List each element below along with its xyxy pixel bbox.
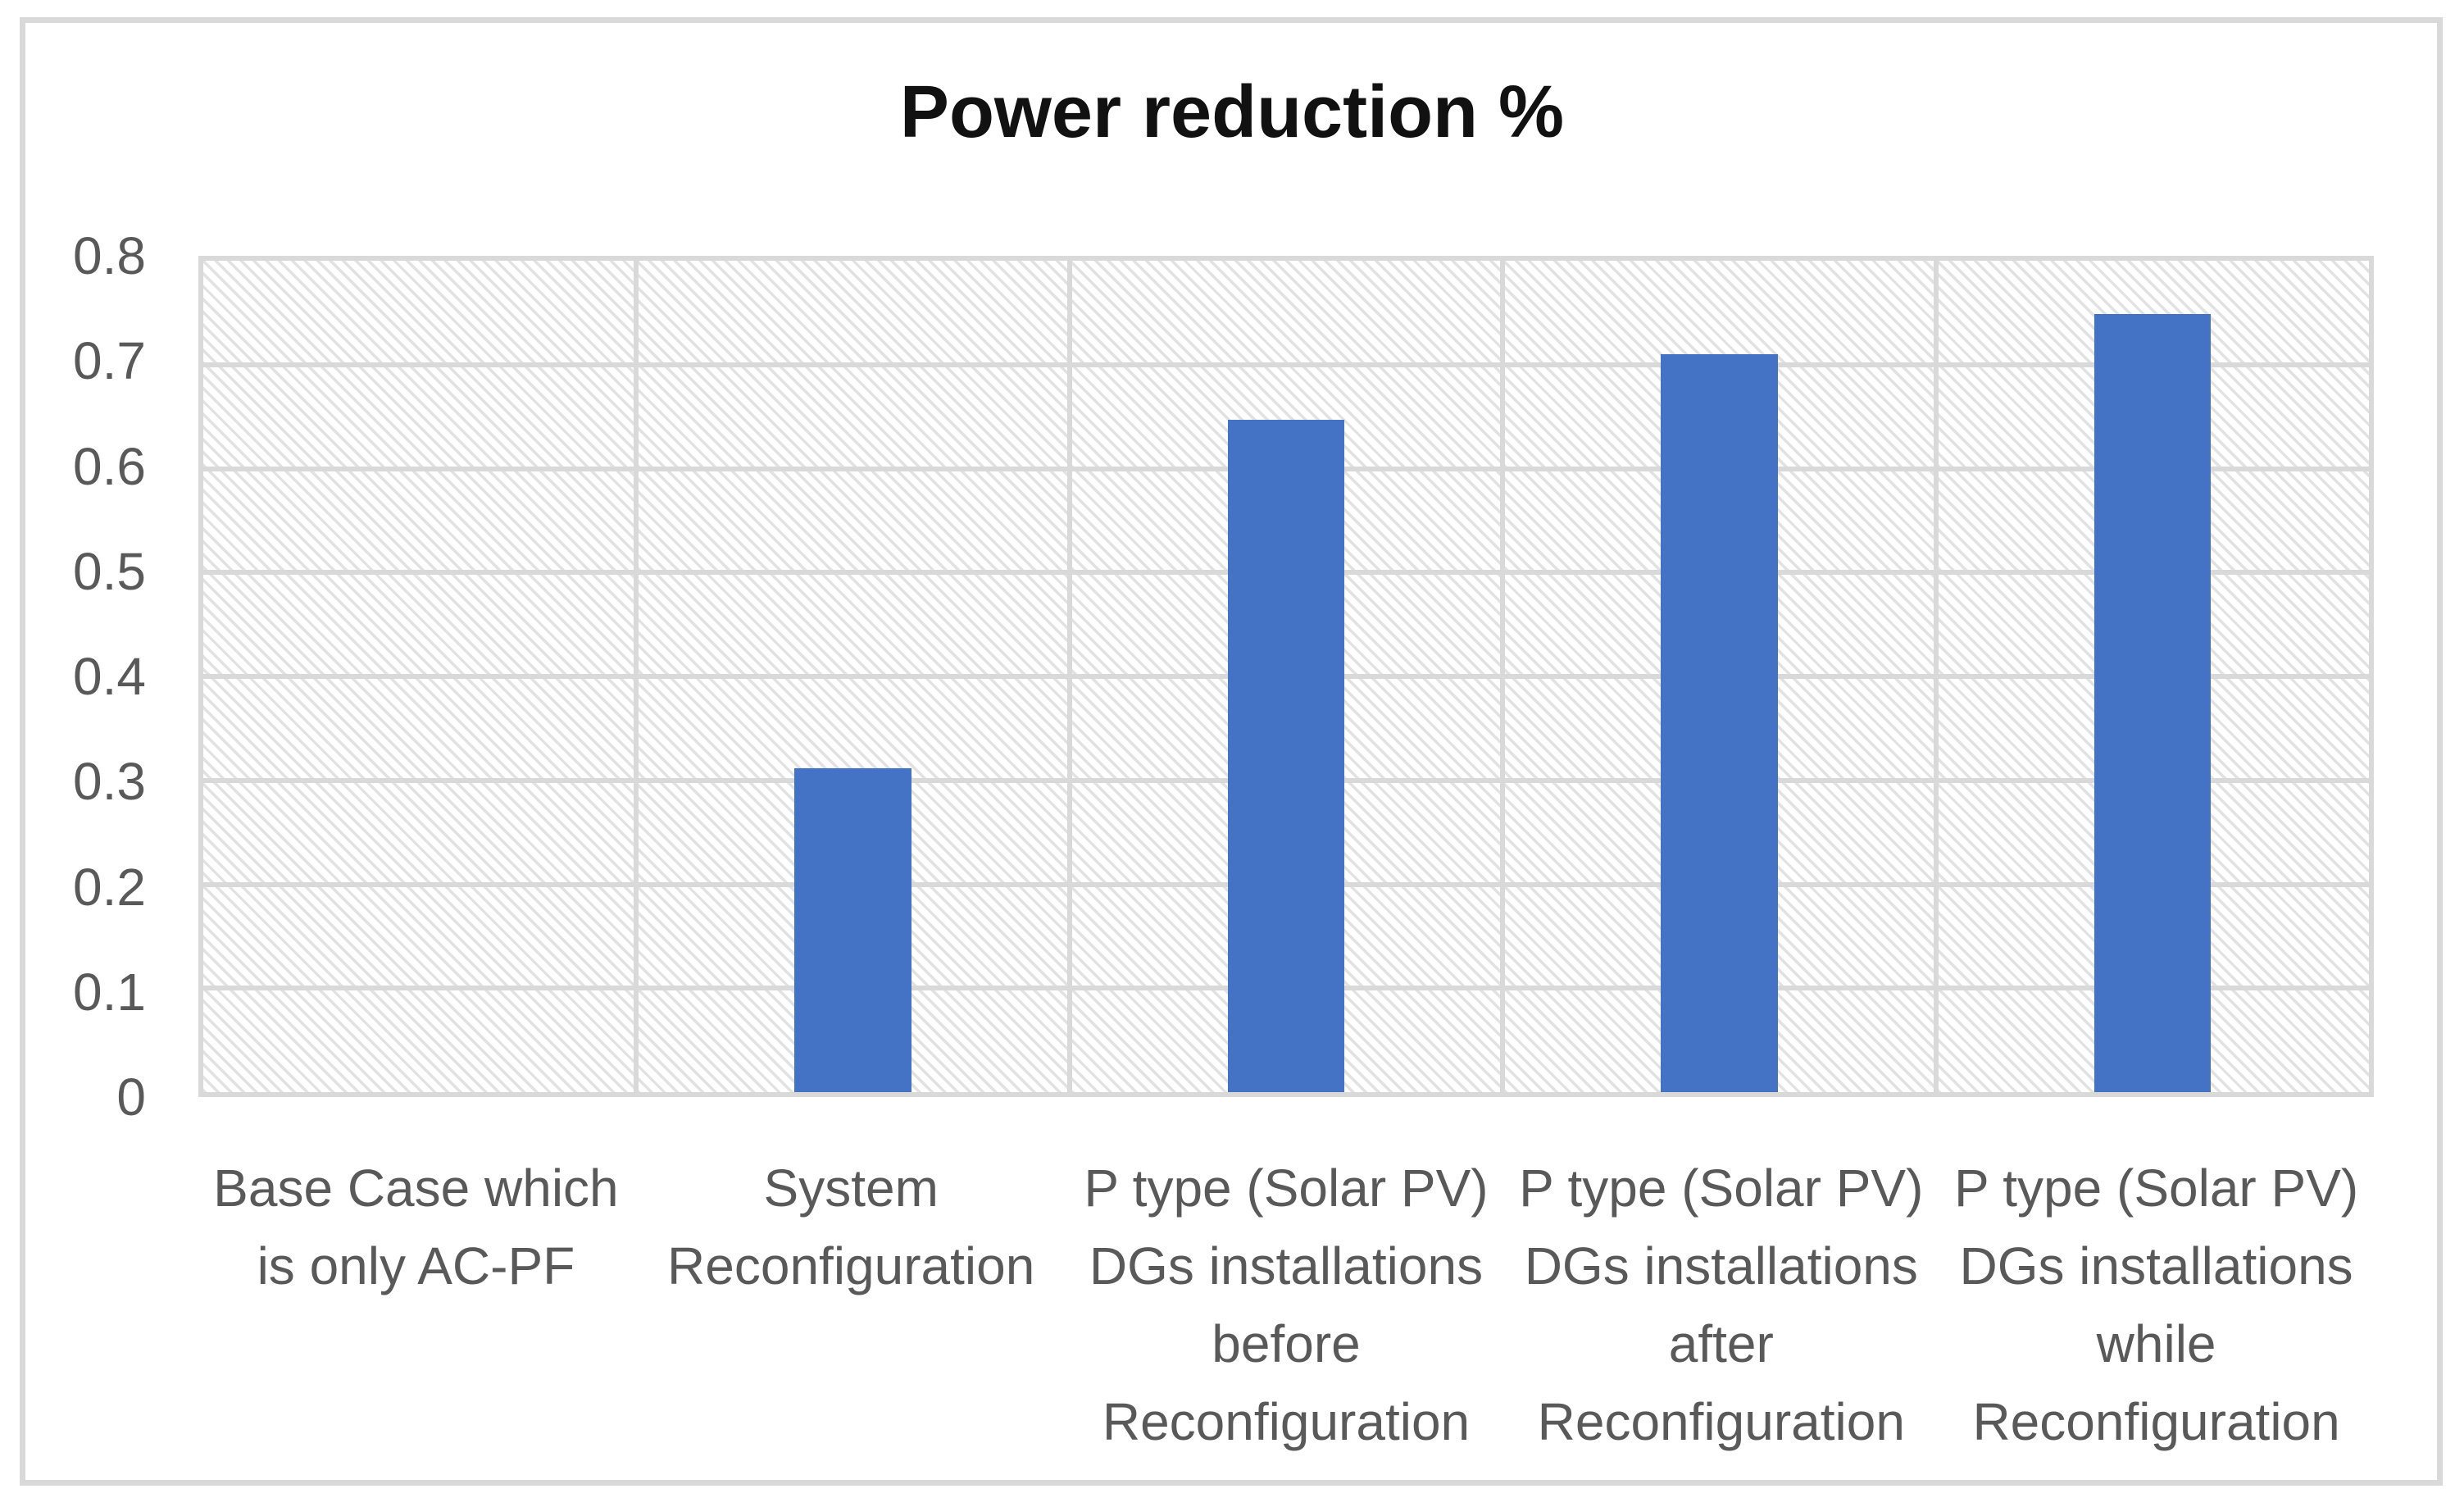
chart-title: Power reduction % bbox=[899, 71, 1565, 153]
y-tick-label: 0.2 bbox=[73, 857, 146, 917]
bar-category-2 bbox=[794, 767, 911, 1092]
gridline-vertical bbox=[1066, 261, 1072, 1092]
y-tick-label: 0.1 bbox=[73, 962, 146, 1022]
y-tick-label: 0.4 bbox=[73, 647, 146, 706]
x-category-label-3: P type (Solar PV) DGs installations befo… bbox=[1069, 1150, 1504, 1461]
x-category-label-2: System Reconfiguration bbox=[634, 1150, 1069, 1305]
x-category-label-1: Base Case which is only AC-PF bbox=[198, 1150, 634, 1305]
gridline-horizontal bbox=[203, 362, 2369, 367]
x-category-label-text: P type (Solar PV) DGs installations afte… bbox=[1519, 1159, 1924, 1451]
y-tick-label: 0.7 bbox=[73, 331, 146, 391]
y-tick-label: 0 bbox=[116, 1068, 146, 1127]
x-category-label-text: System Reconfiguration bbox=[667, 1159, 1035, 1295]
bar-category-4 bbox=[1661, 354, 1778, 1092]
gridline-vertical bbox=[634, 261, 639, 1092]
x-category-label-text: Base Case which is only AC-PF bbox=[213, 1159, 619, 1295]
x-category-label-text: P type (Solar PV) DGs installations befo… bbox=[1084, 1159, 1489, 1451]
bar-category-5 bbox=[2093, 313, 2211, 1092]
y-tick-label: 0.8 bbox=[73, 226, 146, 285]
x-category-label-text: P type (Solar PV) DGs installations whil… bbox=[1953, 1159, 2359, 1451]
x-axis-category-labels: Base Case which is only AC-PF System Reco… bbox=[198, 1150, 2374, 1494]
y-tick-label: 0.3 bbox=[73, 752, 146, 812]
y-tick-label: 0.6 bbox=[73, 436, 146, 496]
gridline-vertical bbox=[1500, 261, 1506, 1092]
x-category-label-4: P type (Solar PV) DGs installations afte… bbox=[1503, 1150, 1939, 1461]
bar-category-3 bbox=[1227, 419, 1345, 1092]
x-category-label-5: P type (Solar PV) DGs installations whil… bbox=[1939, 1150, 2374, 1461]
y-axis-tick-labels: 0 0.1 0.2 0.3 0.4 0.5 0.6 0.7 0.8 bbox=[0, 230, 146, 1123]
plot-area bbox=[198, 256, 2374, 1097]
gridline-vertical bbox=[1933, 261, 1939, 1092]
y-tick-label: 0.5 bbox=[73, 541, 146, 601]
